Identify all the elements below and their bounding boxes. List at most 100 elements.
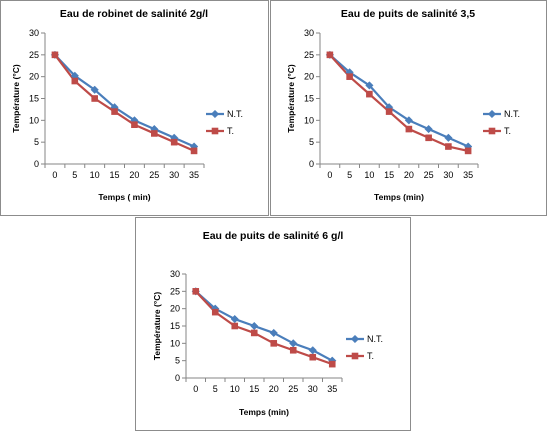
y-tick-label: 30 (29, 28, 39, 38)
x-tick-label: 25 (288, 384, 298, 394)
data-point-t (366, 90, 373, 98)
legend-label: T. (227, 126, 234, 136)
data-point-nt (444, 133, 453, 142)
data-point-t (385, 108, 393, 115)
data-point-nt (365, 81, 374, 90)
y-tick-label: 0 (309, 159, 314, 169)
data-point-t (405, 125, 413, 133)
legend-marker (350, 334, 360, 344)
data-point-nt (404, 116, 414, 125)
x-tick-label: 5 (72, 170, 77, 180)
y-tick-label: 30 (170, 269, 180, 279)
data-point-t (464, 147, 472, 155)
x-axis-title: Temps (min) (239, 407, 289, 417)
y-tick-label: 10 (170, 338, 180, 348)
data-point-t (445, 143, 452, 150)
y-tick-label: 10 (29, 115, 39, 125)
data-point-t (192, 288, 200, 295)
data-point-t (270, 340, 278, 347)
chart-title: Eau de robinet de salinité 2g/l (60, 8, 208, 20)
data-point-t (71, 77, 79, 85)
chart-title: Eau de puits de salinité 3,5 (341, 8, 475, 20)
x-tick-label: 10 (364, 170, 374, 180)
y-tick-label: 20 (29, 72, 39, 82)
legend-marker (211, 127, 219, 135)
x-tick-label: 20 (269, 384, 279, 394)
y-tick-label: 5 (309, 137, 314, 147)
data-point-t (425, 134, 432, 142)
chart-panel-robinet-2g: Eau de robinet de salinité 2g/l 0 5 10 15 20 2… (0, 0, 269, 216)
y-tick-label: 30 (304, 28, 314, 38)
data-point-t (190, 147, 198, 155)
y-tick-label: 15 (170, 321, 180, 331)
chart-panel-puits-3-5: Eau de puits de salinité 3,5 0 5 10 15 20 25 30… (270, 0, 547, 216)
x-tick-label: 10 (90, 170, 100, 180)
series-line-nt (329, 54, 469, 148)
x-tick-label: 20 (404, 170, 414, 180)
y-tick-label: 10 (304, 115, 314, 125)
legend-marker (487, 109, 497, 119)
x-tick-label: 25 (149, 170, 159, 180)
x-axis-title: Temps ( min) (98, 192, 150, 202)
chart-svg: Eau de puits de salinité 6 g/l 0 5 10 15 20 25… (152, 230, 383, 417)
legend-label: T. (367, 351, 374, 361)
chart-svg: Eau de robinet de salinité 2g/l 0 5 10 15 20 2… (11, 8, 243, 202)
data-point-t (151, 130, 158, 137)
x-tick-label: 15 (384, 170, 394, 180)
data-point-nt (424, 124, 433, 134)
data-point-t (91, 95, 98, 102)
y-tick-label: 25 (304, 50, 314, 60)
y-axis-title: Température (°C) (11, 64, 21, 133)
x-tick-label: 20 (129, 170, 139, 180)
y-tick-label: 5 (175, 356, 180, 366)
data-point-t (250, 329, 258, 337)
chart-title: Eau de puits de salinité 6 g/l (203, 230, 344, 242)
series-line-nt (54, 54, 195, 148)
data-point-nt (250, 321, 259, 331)
x-tick-label: 5 (213, 384, 218, 394)
x-tick-label: 30 (308, 384, 318, 394)
y-tick-label: 0 (34, 159, 39, 169)
legend-label: T. (504, 126, 511, 136)
data-point-t (131, 121, 138, 128)
y-tick-label: 20 (170, 304, 180, 314)
y-axis-title: Température (°C) (286, 64, 296, 133)
x-tick-label: 0 (52, 170, 57, 180)
y-tick-label: 15 (304, 94, 314, 104)
x-tick-label: 0 (327, 170, 332, 180)
y-tick-label: 25 (170, 286, 180, 296)
y-axis-title: Température (°C) (152, 292, 162, 361)
data-point-t (170, 138, 178, 146)
data-point-nt (269, 328, 278, 338)
data-point-t (289, 346, 297, 354)
y-tick-label: 15 (29, 94, 39, 104)
chart-panel-puits-6g: Eau de puits de salinité 6 g/l 0 5 10 15 20 25… (135, 217, 411, 431)
chart-svg: Eau de puits de salinité 3,5 0 5 10 15 20 25 30… (286, 8, 520, 202)
x-tick-label: 25 (424, 170, 434, 180)
x-tick-label: 5 (347, 170, 352, 180)
data-point-t (111, 108, 118, 115)
x-tick-label: 30 (443, 170, 453, 180)
y-tick-label: 0 (175, 373, 180, 383)
y-tick-label: 25 (29, 50, 39, 60)
legend-marker (488, 127, 496, 135)
x-tick-label: 35 (189, 170, 199, 180)
data-point-t (231, 322, 239, 330)
data-point-t (328, 360, 336, 368)
x-tick-label: 10 (230, 384, 240, 394)
legend-marker (210, 109, 220, 119)
x-tick-label: 35 (327, 384, 337, 394)
x-tick-label: 30 (169, 170, 179, 180)
y-tick-label: 5 (34, 137, 39, 147)
x-tick-label: 35 (463, 170, 473, 180)
legend-label: N.T. (227, 109, 243, 119)
x-tick-label: 0 (193, 384, 198, 394)
x-axis-title: Temps (min) (374, 192, 424, 202)
series-line-t (54, 54, 195, 152)
data-point-t (51, 51, 59, 59)
legend-marker (351, 352, 359, 360)
data-point-t (326, 51, 334, 59)
x-tick-label: 15 (249, 384, 259, 394)
data-point-nt (90, 85, 99, 94)
legend-label: N.T. (504, 109, 520, 119)
